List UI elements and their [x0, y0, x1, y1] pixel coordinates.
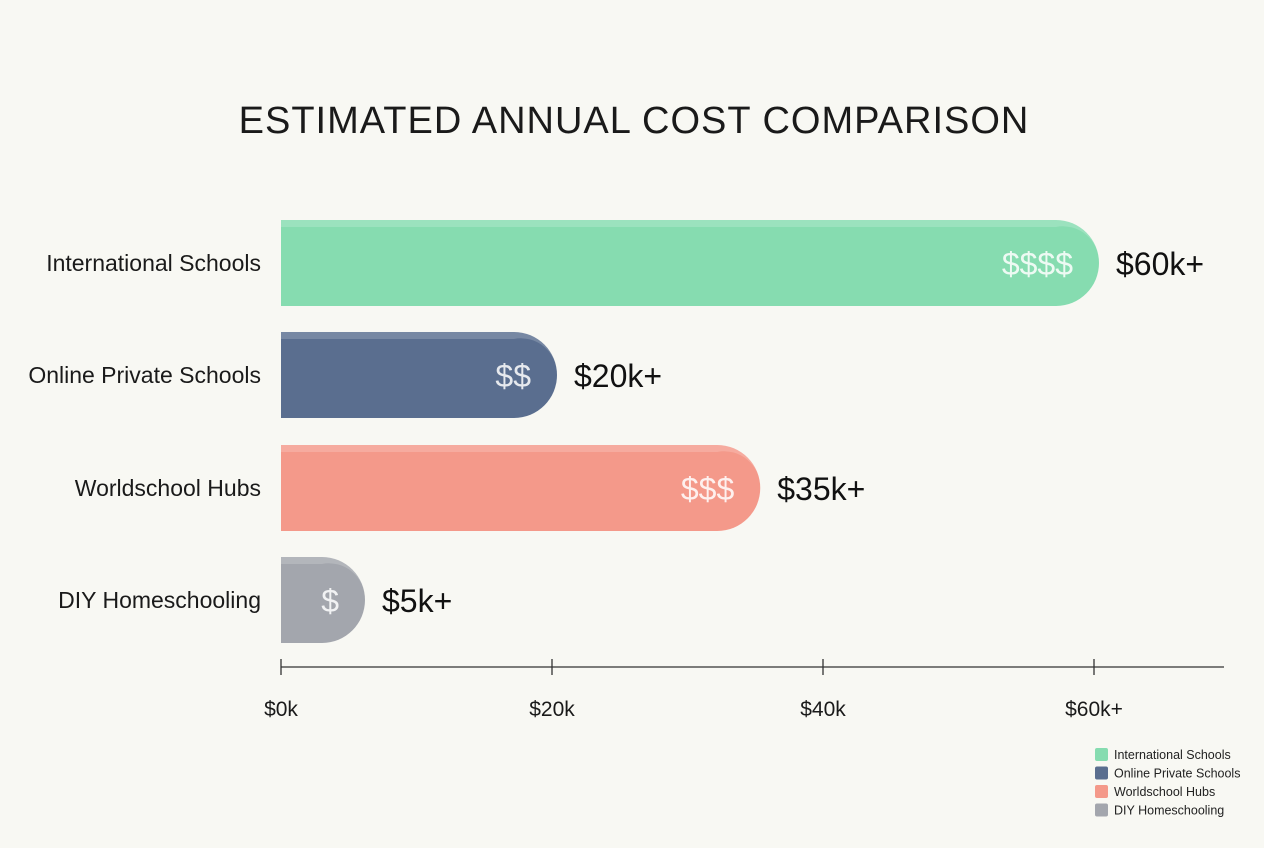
bar-group: DIY Homeschooling $ $5k+: [58, 557, 452, 643]
cost-symbol: $$$$: [1002, 246, 1073, 282]
bar: [281, 557, 365, 643]
legend-label: Online Private Schools: [1114, 767, 1240, 781]
x-tick-label: $0k: [264, 698, 298, 721]
bar-highlight: [281, 332, 558, 375]
x-tick-label: $60k+: [1065, 698, 1123, 721]
value-label: $20k+: [574, 358, 662, 394]
bar-group: Worldschool Hubs $$$ $35k+: [75, 445, 865, 531]
legend-swatch: [1095, 803, 1108, 817]
category-label: International Schools: [46, 250, 261, 276]
legend-label: DIY Homeschooling: [1114, 804, 1224, 818]
value-label: $5k+: [382, 583, 452, 619]
legend-label: International Schools: [1114, 748, 1231, 762]
value-label: $60k+: [1116, 246, 1204, 282]
cost-symbol: $: [321, 583, 339, 619]
cost-symbol: $$: [495, 358, 531, 394]
legend-swatch: [1095, 766, 1108, 780]
chart-title: ESTIMATED ANNUAL COST COMPARISON: [239, 100, 1030, 142]
legend-item: DIY Homeschooling: [1095, 803, 1224, 818]
legend-item: International Schools: [1095, 748, 1231, 762]
legend-item: Online Private Schools: [1095, 766, 1240, 781]
x-tick-label: $20k: [529, 698, 575, 721]
bar-highlight: [281, 220, 1100, 263]
x-tick-label: $40k: [800, 698, 846, 721]
category-label: Online Private Schools: [28, 362, 261, 388]
legend-item: Worldschool Hubs: [1095, 785, 1215, 799]
bar-highlight: [281, 557, 366, 600]
legend-swatch: [1095, 785, 1108, 798]
bar: [281, 332, 557, 418]
category-label: DIY Homeschooling: [58, 587, 261, 613]
category-label: Worldschool Hubs: [75, 475, 261, 501]
value-label: $35k+: [777, 471, 865, 507]
bar-highlight: [281, 445, 761, 488]
bar: [281, 220, 1099, 306]
legend-label: Worldschool Hubs: [1114, 785, 1215, 799]
legend-swatch: [1095, 748, 1108, 761]
bar-group: Online Private Schools $$ $20k+: [28, 332, 662, 418]
bar: [281, 445, 761, 531]
cost-symbol: $$$: [681, 471, 735, 507]
bar-group: International Schools $$$$ $60k+: [46, 220, 1204, 306]
